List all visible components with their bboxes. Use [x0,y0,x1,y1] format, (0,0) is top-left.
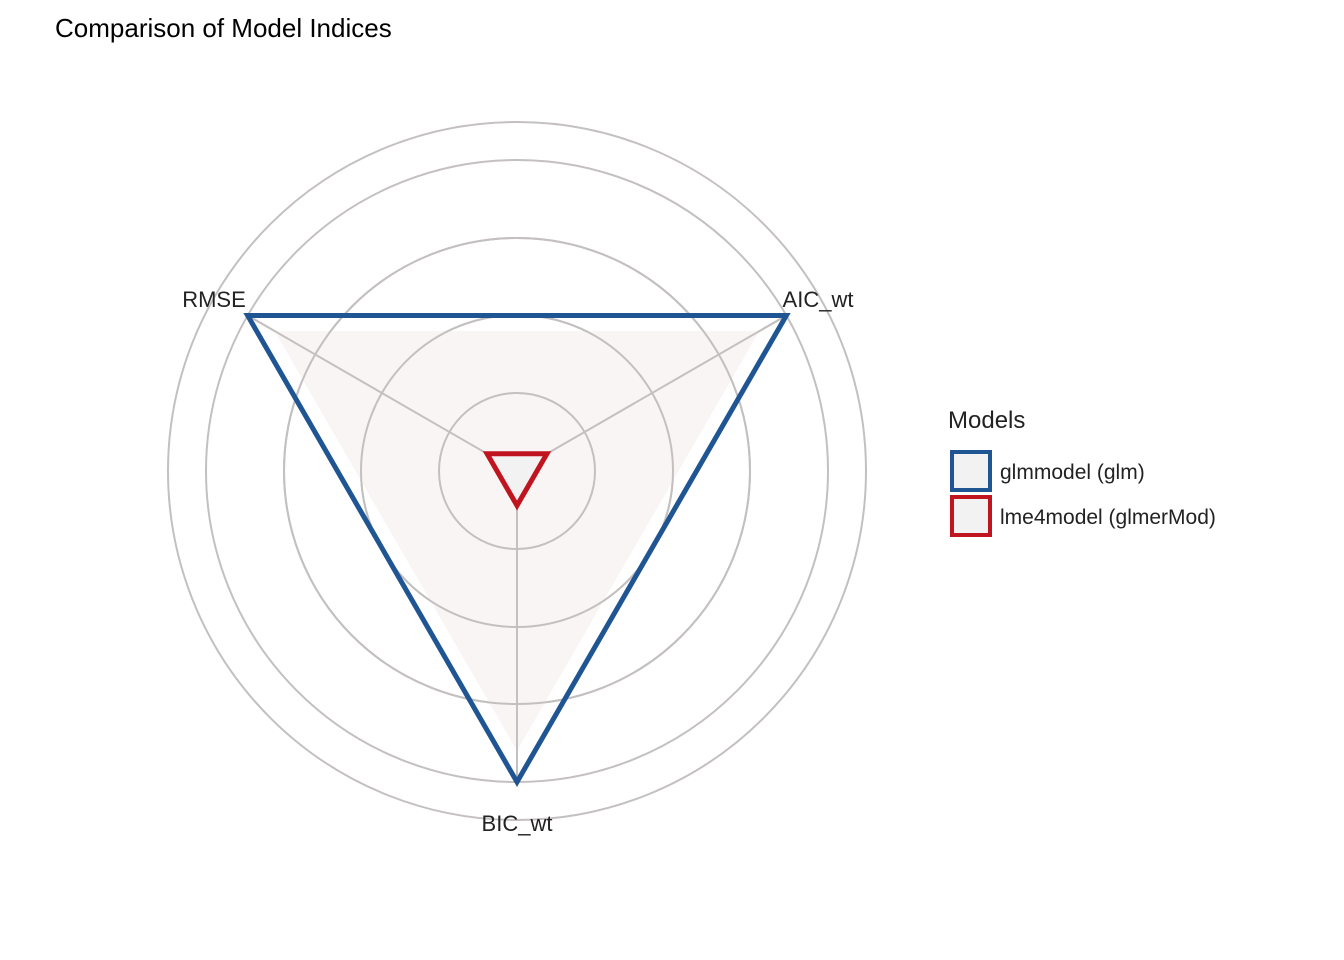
legend-key [950,450,992,492]
axis-label-rmse: RMSE [182,287,246,312]
legend-label: lme4model (glmerMod) [1000,506,1216,529]
axis-label-aic_wt: AIC_wt [783,287,854,312]
chart-title: Comparison of Model Indices [55,13,392,43]
legend-key [950,495,992,537]
series-polygon-1 [243,313,791,787]
legend-label: glmmodel (glm) [1000,461,1145,484]
legend-item: glmmodel (glm) [950,450,1145,492]
radar-series [243,237,791,787]
axis-label-bic_wt: BIC_wt [482,811,553,836]
radar-axis-labels: AIC_wt BIC_wt RMSE [182,287,853,836]
legend-items: glmmodel (glm) lme4model (glmerMod) [950,450,1216,537]
series-polygon-2 [482,451,552,511]
legend-title: Models [948,407,1025,434]
grid-ring-overlay [283,237,751,705]
grid-ring [167,121,867,821]
legend-item: lme4model (glmerMod) [950,495,1216,537]
grid-ring-overlay [438,392,596,550]
legend: Models glmmodel (glm) lme4model (glmerMod… [948,407,1216,537]
